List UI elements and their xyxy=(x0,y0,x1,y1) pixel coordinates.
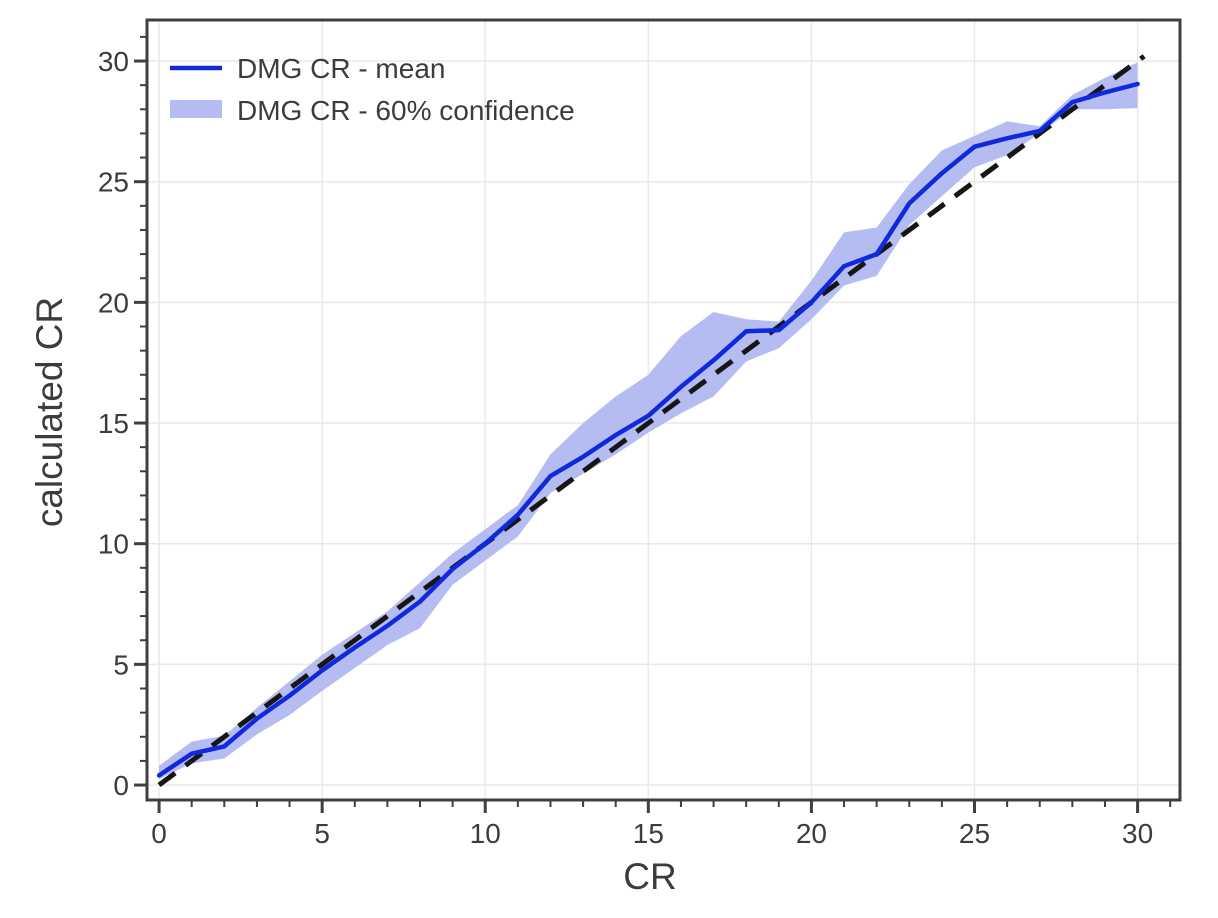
svg-text:0: 0 xyxy=(151,818,167,849)
svg-text:30: 30 xyxy=(98,46,129,77)
svg-text:20: 20 xyxy=(796,818,827,849)
plot-border xyxy=(145,18,1182,802)
svg-text:5: 5 xyxy=(314,818,330,849)
svg-text:25: 25 xyxy=(959,818,990,849)
legend-band-label: DMG CR - 60% confidence xyxy=(237,95,575,126)
svg-text:10: 10 xyxy=(470,818,501,849)
mean-line xyxy=(156,81,1140,778)
svg-text:5: 5 xyxy=(113,649,129,680)
tick-labels: 0 5 10 15 20 25 30 0 5 10 15 20 25 30 xyxy=(98,46,1153,849)
identity-dashed-line xyxy=(157,54,1146,788)
legend-mean-label: DMG CR - mean xyxy=(237,53,445,84)
svg-text:15: 15 xyxy=(98,408,129,439)
legend-band-swatch xyxy=(170,100,222,118)
svg-text:10: 10 xyxy=(98,529,129,560)
svg-text:30: 30 xyxy=(1122,818,1153,849)
plot-area xyxy=(156,54,1146,788)
legend: DMG CR - mean DMG CR - 60% confidence xyxy=(170,53,575,126)
svg-text:25: 25 xyxy=(98,167,129,198)
svg-text:15: 15 xyxy=(633,818,664,849)
axis-ticks xyxy=(134,35,1172,813)
svg-text:20: 20 xyxy=(98,287,129,318)
x-axis-label: CR xyxy=(623,856,676,897)
svg-text:0: 0 xyxy=(113,770,129,801)
y-axis-label: calculated CR xyxy=(29,297,70,527)
